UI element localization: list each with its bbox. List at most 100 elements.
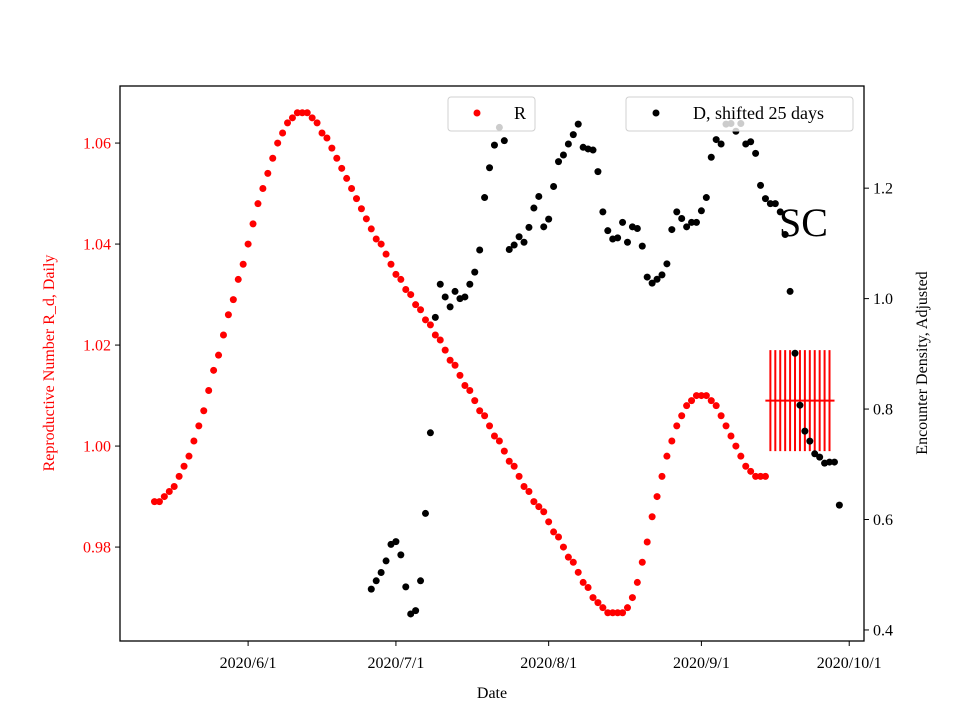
d-point (757, 181, 765, 189)
r-point (392, 270, 400, 278)
d-point (550, 183, 558, 191)
d-point (826, 458, 834, 466)
d-point (436, 280, 444, 288)
d-point (747, 138, 755, 146)
r-point (372, 235, 380, 243)
legend-r-label: R (514, 103, 526, 123)
r-point (274, 139, 282, 147)
r-point (249, 220, 257, 228)
d-point (382, 557, 390, 565)
r-point (288, 114, 296, 122)
d-point (702, 194, 710, 202)
d-point (623, 238, 631, 246)
r-point (668, 437, 676, 445)
left-y-axis-label: Reproductive Number R_d, Daily (41, 255, 58, 472)
d-point (441, 293, 449, 301)
r-point (357, 205, 365, 213)
d-point (594, 168, 602, 176)
d-point (510, 241, 518, 249)
r-point (185, 452, 193, 460)
right-y-tick-label: 0.4 (873, 622, 893, 639)
r-point (461, 381, 469, 389)
r-point (219, 331, 227, 339)
d-point (697, 207, 705, 215)
r-point (402, 286, 410, 294)
d-point (717, 140, 725, 148)
r-point (259, 185, 267, 193)
r-point (545, 518, 553, 526)
r-point (426, 321, 434, 329)
r-point (417, 306, 425, 314)
d-point (530, 204, 538, 212)
x-tick-label: 2020/8/1 (520, 655, 577, 672)
r-point (441, 346, 449, 354)
r-point (387, 260, 395, 268)
r-point (569, 558, 577, 566)
r-point (215, 351, 223, 359)
d-point (801, 427, 809, 435)
r-point (343, 174, 351, 182)
r-point (727, 432, 735, 440)
r-point (688, 397, 696, 405)
r-point (638, 558, 646, 566)
r-point (742, 462, 750, 470)
d-point (766, 200, 774, 208)
r-point (752, 472, 760, 480)
d-point (481, 194, 489, 202)
r-point (604, 609, 612, 617)
r-point (180, 462, 188, 470)
d-point (500, 137, 508, 145)
r-point (195, 422, 203, 430)
left-y-tick-label: 1.02 (83, 338, 111, 355)
d-point (678, 215, 686, 223)
r-point (200, 407, 208, 415)
r-point (619, 609, 627, 617)
d-point (673, 208, 681, 216)
d-point (643, 273, 651, 281)
r-point (584, 583, 592, 591)
r-point (170, 482, 178, 490)
legend-d-label: D, shifted 25 days (693, 103, 824, 123)
r-point (550, 528, 558, 536)
d-point (540, 223, 548, 231)
d-point (525, 223, 533, 231)
left-y-axis: 0.98 1.00 1.02 1.04 1.06 (83, 136, 120, 557)
d-point (421, 509, 429, 517)
legend-r-marker (473, 109, 481, 117)
r-point (599, 604, 607, 612)
r-point (648, 513, 656, 521)
left-y-tick-label: 1.04 (83, 237, 111, 254)
r-point (559, 543, 567, 551)
r-point (574, 568, 582, 576)
d-point (811, 450, 819, 458)
legend-r-box (447, 96, 536, 132)
r-point (362, 215, 370, 223)
d-point (638, 242, 646, 250)
r-point (210, 366, 218, 374)
r-point (407, 291, 415, 299)
d-point (648, 279, 656, 287)
r-point (160, 493, 168, 501)
r-point (313, 119, 321, 127)
d-point (461, 293, 469, 301)
d-point (835, 501, 843, 509)
r-point (377, 240, 385, 248)
r-point (254, 200, 262, 208)
legend-r: R (447, 96, 536, 132)
d-point (451, 287, 459, 295)
d-point (589, 146, 597, 154)
d-point (569, 131, 577, 139)
d-point (486, 164, 494, 172)
d-point (668, 226, 676, 234)
left-y-tick-label: 0.98 (83, 540, 111, 557)
r-point (155, 498, 163, 506)
r-point (481, 412, 489, 420)
r-point (683, 402, 691, 410)
r-point (535, 503, 543, 511)
x-axis: 2020/6/1 2020/7/1 2020/8/1 2020/9/1 2020/10/… (220, 641, 882, 672)
d-point (490, 141, 498, 149)
x-tick-label: 2020/7/1 (367, 655, 424, 672)
x-axis-label: Date (477, 685, 507, 702)
r-point (495, 437, 503, 445)
